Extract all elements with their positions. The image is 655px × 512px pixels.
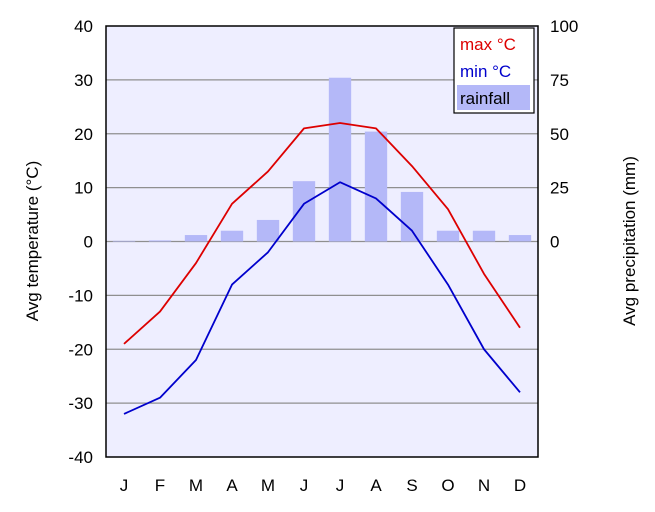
rainfall-bar [436, 230, 460, 242]
month-label: M [261, 476, 275, 495]
right-axis-ticks: 100 75 50 25 0 [550, 17, 578, 252]
temperature-lines [123, 122, 521, 415]
rainfall-bar [148, 240, 172, 242]
month-label: J [300, 476, 309, 495]
left-tick-label: -40 [68, 448, 93, 467]
right-tick-label: 50 [550, 125, 569, 144]
legend: max °C min °C rainfall [453, 27, 535, 114]
max-temperature-line [123, 122, 521, 345]
right-tick-label: 25 [550, 179, 569, 198]
left-tick-label: 20 [74, 125, 93, 144]
month-label: D [514, 476, 526, 495]
left-tick-label: -30 [68, 394, 93, 413]
month-label: F [155, 476, 165, 495]
left-tick-label: 10 [74, 179, 93, 198]
rainfall-bar [364, 131, 388, 242]
month-label: J [120, 476, 129, 495]
legend-swatch-rainfall [457, 85, 530, 110]
left-tick-label: 0 [84, 233, 93, 252]
right-tick-label: 100 [550, 17, 578, 36]
rainfall-bar [256, 219, 280, 242]
rainfall-bar [328, 77, 352, 242]
legend-item-max: max °C [460, 35, 516, 54]
rainfall-bars [112, 77, 532, 242]
min-temperature-line [123, 181, 521, 415]
rainfall-bar [220, 230, 244, 242]
rainfall-bar [400, 191, 424, 242]
right-axis-title: Avg precipitation (mm) [620, 156, 639, 326]
left-tick-label: -10 [68, 286, 93, 305]
rainfall-bar [472, 230, 496, 242]
right-tick-label: 0 [550, 233, 559, 252]
month-label: A [226, 476, 238, 495]
rainfall-bar [184, 235, 208, 242]
legend-item-min: min °C [460, 62, 511, 81]
month-label: N [478, 476, 490, 495]
rainfall-bar [508, 235, 532, 242]
month-label: J [336, 476, 345, 495]
month-label: M [189, 476, 203, 495]
rainfall-bar [292, 181, 316, 242]
rainfall-bar [112, 240, 136, 242]
legend-item-rainfall: rainfall [460, 89, 510, 108]
left-tick-label: 40 [74, 17, 93, 36]
month-label: A [370, 476, 382, 495]
left-tick-label: 30 [74, 71, 93, 90]
left-axis-ticks: 40 30 20 10 0 -10 -20 -30 -40 [68, 17, 93, 467]
month-label: O [441, 476, 454, 495]
left-axis-title: Avg temperature (°C) [23, 161, 42, 322]
left-tick-label: -20 [68, 340, 93, 359]
plot-frame [105, 25, 539, 458]
month-label: S [406, 476, 417, 495]
gridlines [106, 79, 538, 404]
right-tick-label: 75 [550, 71, 569, 90]
